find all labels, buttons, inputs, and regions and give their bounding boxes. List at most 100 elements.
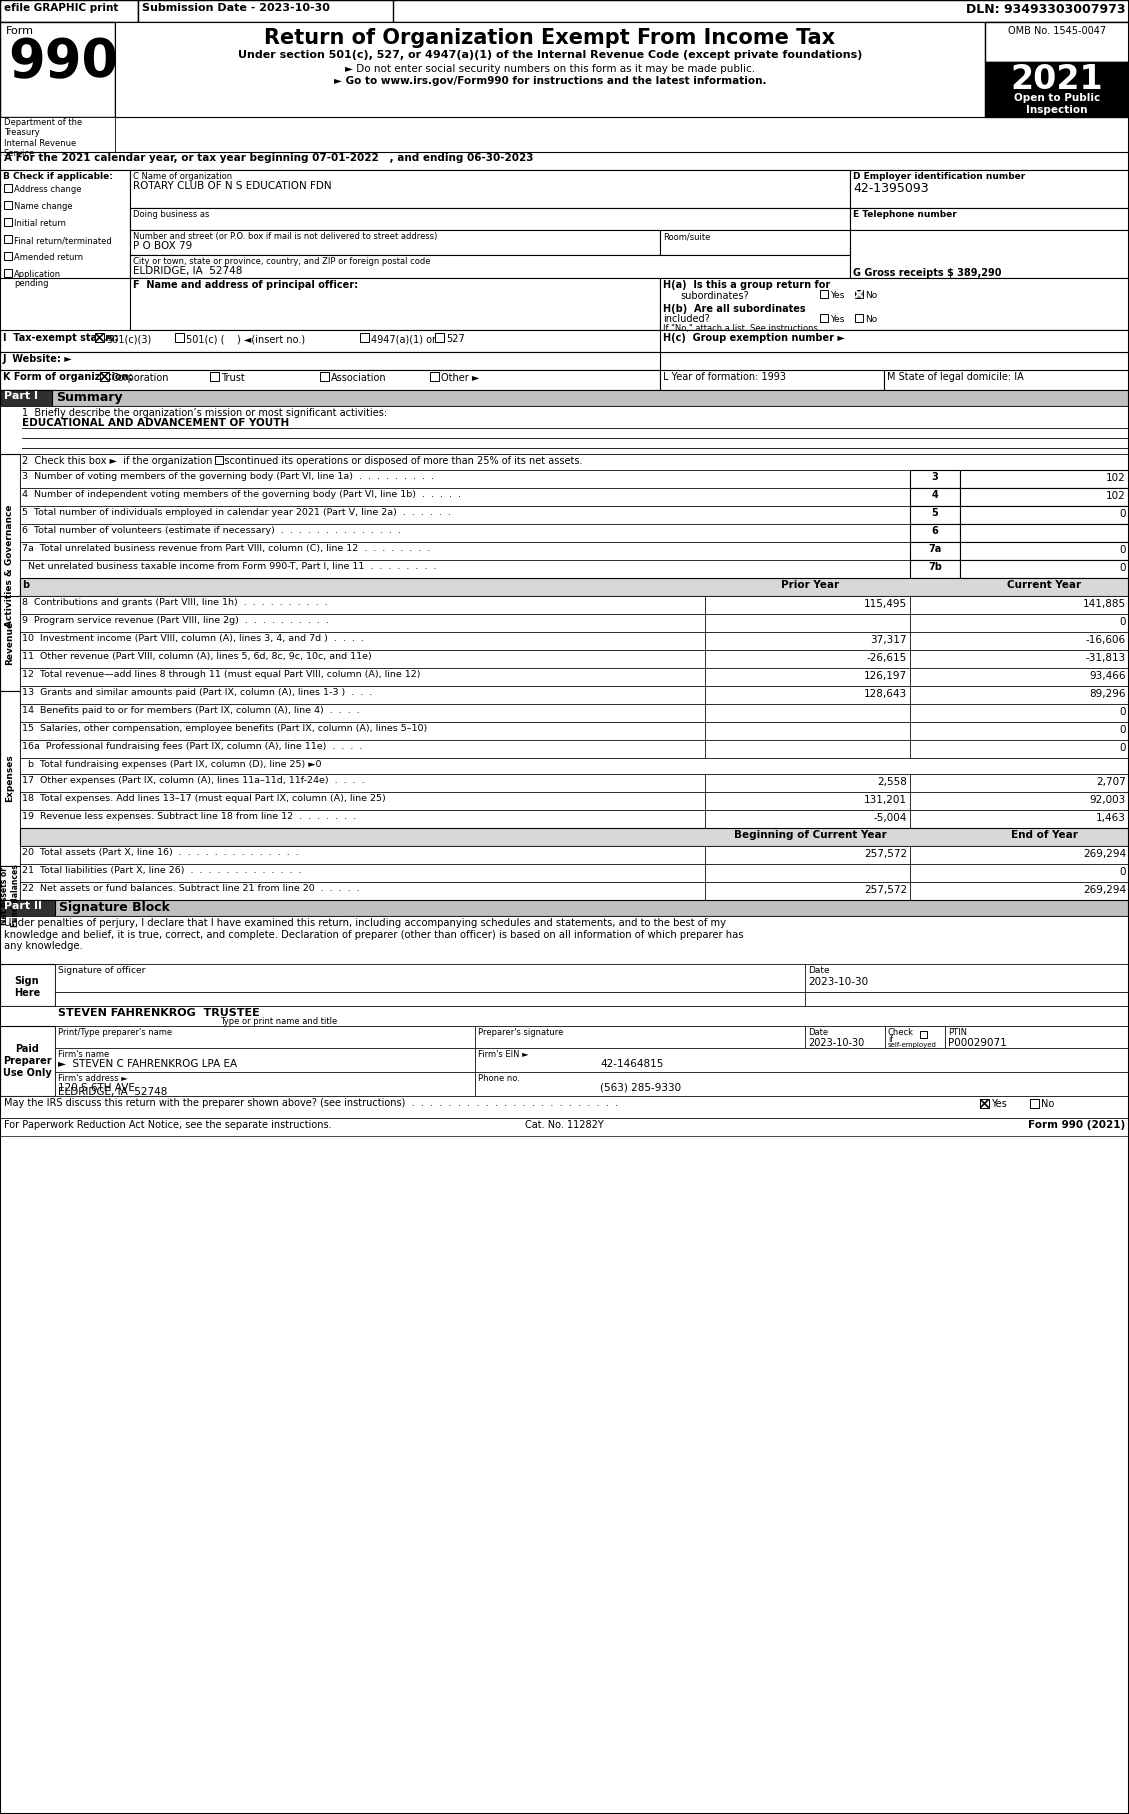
Bar [20, 668, 704, 686]
Text: Under section 501(c), 527, or 4947(a)(1) of the Internal Revenue Code (except pr: Under section 501(c), 527, or 4947(a)(1)… [238, 51, 863, 60]
Text: 2023-10-30: 2023-10-30 [808, 1038, 865, 1048]
Bar [910, 561, 960, 579]
Bar [20, 524, 910, 542]
Text: 2,558: 2,558 [877, 776, 907, 787]
Bar [0, 963, 55, 1007]
Text: If "No," attach a list. See instructions.: If "No," attach a list. See instructions… [663, 325, 821, 334]
Text: 13  Grants and similar amounts paid (Part IX, column (A), lines 1-3 )  .  .  .: 13 Grants and similar amounts paid (Part… [21, 688, 373, 697]
Bar [0, 22, 115, 116]
Bar [984, 93, 1129, 116]
Text: 4: 4 [931, 490, 938, 501]
Bar [0, 171, 130, 278]
Bar [704, 811, 910, 827]
Bar [20, 845, 704, 863]
Bar [5, 236, 12, 243]
Bar [0, 370, 660, 390]
Text: Open to Public
Inspection: Open to Public Inspection [1014, 93, 1100, 114]
Text: P00029071: P00029071 [948, 1038, 1007, 1048]
Text: F  Name and address of principal officer:: F Name and address of principal officer: [133, 279, 358, 290]
Text: No: No [1041, 1099, 1054, 1108]
Bar [0, 1027, 55, 1096]
Bar [1030, 1099, 1039, 1108]
Text: ► Do not enter social security numbers on this form as it may be made public.: ► Do not enter social security numbers o… [345, 63, 755, 74]
Text: 0: 0 [1120, 867, 1126, 876]
Text: 92,003: 92,003 [1089, 795, 1126, 805]
Text: 141,885: 141,885 [1083, 599, 1126, 610]
Text: 0: 0 [1120, 707, 1126, 717]
Bar [20, 488, 910, 506]
Bar [704, 722, 910, 740]
Text: Signature of officer: Signature of officer [58, 967, 146, 974]
Bar [910, 524, 960, 542]
Bar [660, 230, 850, 256]
Bar [55, 1048, 475, 1072]
Bar [20, 631, 704, 649]
Text: For Paperwork Reduction Act Notice, see the separate instructions.: For Paperwork Reduction Act Notice, see … [5, 1119, 332, 1130]
Text: May the IRS discuss this return with the preparer shown above? (see instructions: May the IRS discuss this return with the… [5, 1097, 618, 1108]
Text: K Form of organization:: K Form of organization: [3, 372, 132, 383]
Bar [0, 900, 1129, 916]
Text: 128,643: 128,643 [864, 689, 907, 698]
Bar [850, 171, 1129, 209]
Bar [885, 1027, 945, 1048]
Text: 2023-10-30: 2023-10-30 [808, 978, 868, 987]
Bar [855, 314, 863, 323]
Bar [704, 668, 910, 686]
Bar [704, 775, 910, 793]
Bar [820, 290, 828, 297]
Text: Activities & Governance: Activities & Governance [6, 504, 15, 628]
Bar [704, 793, 910, 811]
Bar [984, 22, 1129, 62]
Bar [20, 758, 1129, 775]
Text: Doing business as: Doing business as [133, 210, 209, 219]
Bar [960, 470, 1129, 488]
Text: Other ►: Other ► [441, 374, 480, 383]
Text: 17  Other expenses (Part IX, column (A), lines 11a–11d, 11f-24e)  .  .  .  .: 17 Other expenses (Part IX, column (A), … [21, 776, 365, 785]
Text: H(c)  Group exemption number ►: H(c) Group exemption number ► [663, 334, 844, 343]
Text: 37,317: 37,317 [870, 635, 907, 646]
Bar [855, 290, 863, 297]
Text: 93,466: 93,466 [1089, 671, 1126, 680]
Text: Date: Date [808, 1029, 829, 1038]
Text: J  Website: ►: J Website: ► [3, 354, 72, 365]
Text: 527: 527 [446, 334, 465, 345]
Text: Firm's address ►: Firm's address ► [58, 1074, 128, 1083]
Bar [960, 488, 1129, 506]
Bar [850, 209, 1129, 230]
Bar [130, 278, 660, 330]
Bar [0, 406, 1129, 454]
Bar [850, 230, 1129, 278]
Bar [704, 686, 910, 704]
Bar [0, 1007, 1129, 1027]
Bar [910, 740, 1129, 758]
Bar [20, 793, 704, 811]
Bar [475, 1048, 1129, 1072]
Text: Address change: Address change [14, 185, 81, 194]
Text: 15  Salaries, other compensation, employee benefits (Part IX, column (A), lines : 15 Salaries, other compensation, employe… [21, 724, 427, 733]
Text: Part I: Part I [5, 392, 38, 401]
Text: E Telephone number: E Telephone number [854, 210, 956, 219]
Bar [884, 370, 1129, 390]
Text: Date: Date [808, 967, 830, 974]
Bar [0, 352, 660, 370]
Text: if: if [889, 1036, 893, 1045]
Bar [20, 561, 910, 579]
Text: Name change: Name change [14, 201, 72, 210]
Text: ELDRIDGE, IA  52748: ELDRIDGE, IA 52748 [133, 267, 243, 276]
Text: -31,813: -31,813 [1086, 653, 1126, 662]
Bar [175, 334, 184, 343]
Bar [5, 252, 12, 259]
Text: 89,296: 89,296 [1089, 689, 1126, 698]
Text: 501(c) (    ) ◄(insert no.): 501(c) ( ) ◄(insert no.) [186, 334, 305, 345]
Text: Beginning of Current Year: Beginning of Current Year [734, 831, 886, 840]
Bar [138, 0, 393, 22]
Text: Current Year: Current Year [1007, 580, 1082, 590]
Text: Type or print name and title: Type or print name and title [220, 1018, 338, 1027]
Text: 269,294: 269,294 [1083, 849, 1126, 860]
Text: 990: 990 [8, 36, 119, 89]
Text: 21  Total liabilities (Part X, line 26)  .  .  .  .  .  .  .  .  .  .  .  .  .: 21 Total liabilities (Part X, line 26) .… [21, 865, 301, 874]
Bar [704, 649, 910, 668]
Text: 2  Check this box ►  if the organization discontinued its operations or disposed: 2 Check this box ► if the organization d… [21, 455, 583, 466]
Text: Yes: Yes [830, 290, 844, 299]
Text: 5: 5 [931, 508, 938, 519]
